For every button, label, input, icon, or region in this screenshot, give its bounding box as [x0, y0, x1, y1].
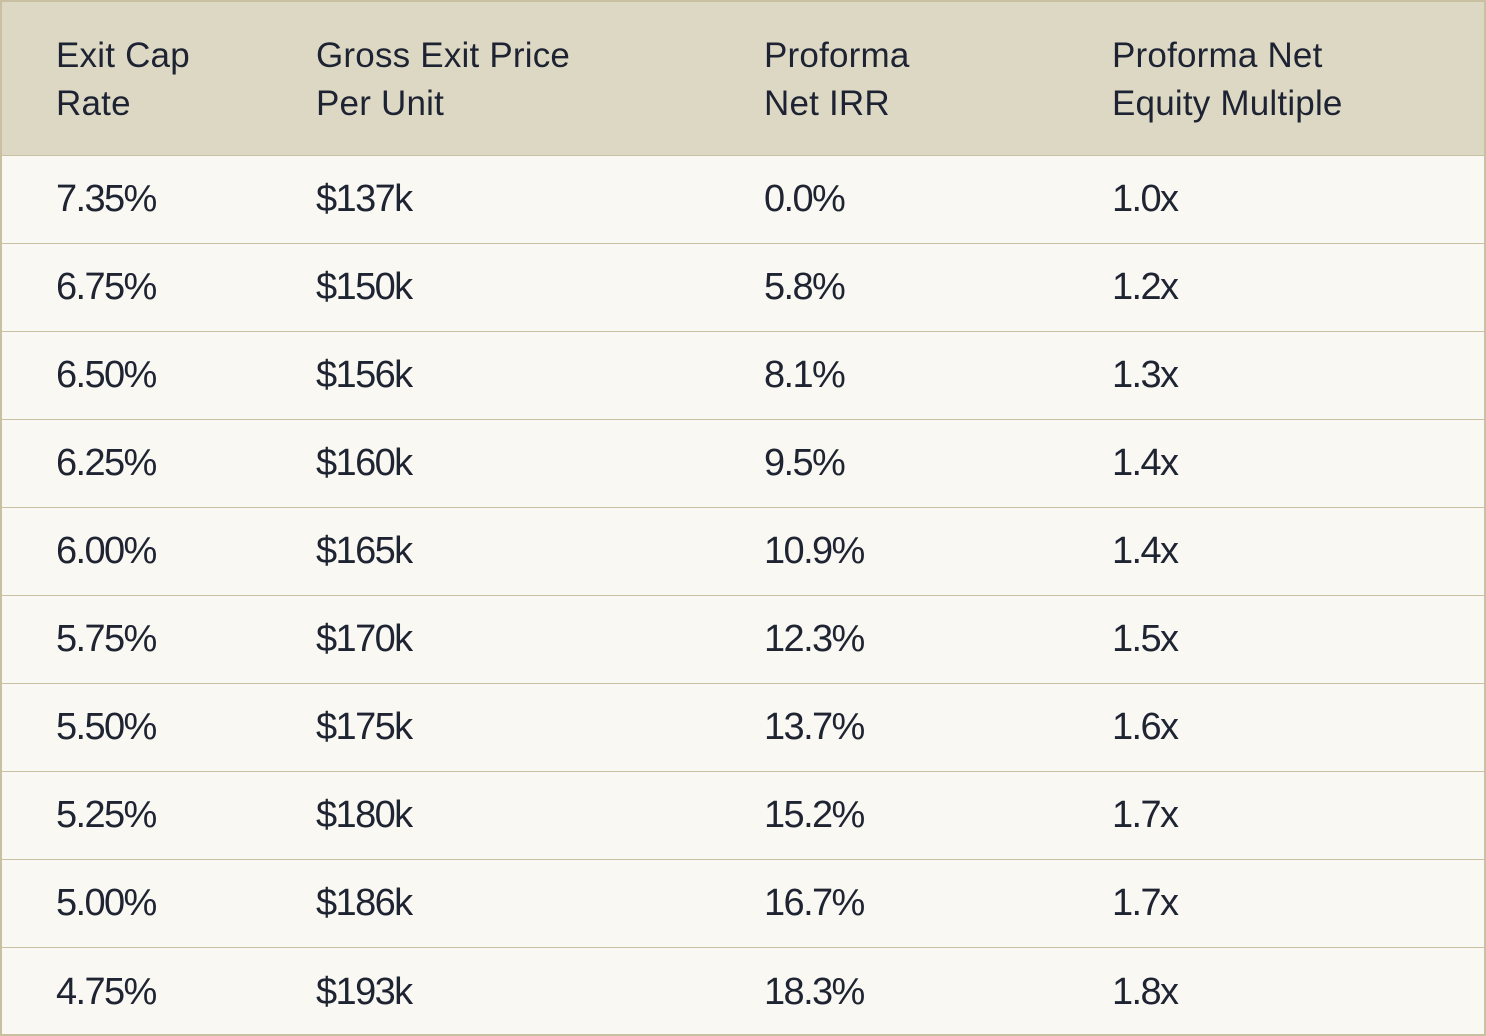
header-line: Gross Exit Price: [316, 36, 571, 75]
header-line: Rate: [56, 84, 131, 123]
cell-equity-multiple: 1.7x: [1112, 882, 1179, 924]
cell-exit-cap-rate: 6.00%: [56, 530, 157, 572]
cell-equity-multiple: 1.5x: [1112, 618, 1179, 660]
header-line: Net IRR: [764, 84, 890, 123]
cell-exit-cap-rate: 5.50%: [56, 706, 157, 748]
cell-net-irr: 9.5%: [764, 442, 846, 484]
cell-net-irr: 16.7%: [764, 882, 865, 924]
cell-equity-multiple: 1.4x: [1112, 442, 1179, 484]
cell-gross-exit-price: $180k: [316, 794, 413, 836]
header-gross-exit-price: Gross Exit Price Per Unit: [316, 2, 764, 155]
cell-net-irr: 5.8%: [764, 266, 846, 308]
header-proforma-net-equity-multiple: Proforma Net Equity Multiple: [1112, 2, 1484, 155]
table-row: 6.50% $156k 8.1% 1.3x: [2, 332, 1484, 420]
table-header-row: Exit Cap Rate Gross Exit Price Per Unit …: [2, 2, 1484, 156]
table-row: 6.25% $160k 9.5% 1.4x: [2, 420, 1484, 508]
cell-exit-cap-rate: 6.25%: [56, 442, 157, 484]
header-line: Equity Multiple: [1112, 84, 1343, 123]
header-line: Exit Cap: [56, 36, 190, 75]
cell-gross-exit-price: $150k: [316, 266, 413, 308]
table-row: 7.35% $137k 0.0% 1.0x: [2, 156, 1484, 244]
cell-net-irr: 18.3%: [764, 970, 865, 1013]
cell-net-irr: 8.1%: [764, 354, 846, 396]
table-row: 5.00% $186k 16.7% 1.7x: [2, 860, 1484, 948]
cell-net-irr: 0.0%: [764, 178, 846, 220]
header-exit-cap-rate: Exit Cap Rate: [2, 2, 316, 155]
cell-net-irr: 10.9%: [764, 530, 865, 572]
header-line: Per Unit: [316, 84, 445, 123]
cell-gross-exit-price: $160k: [316, 442, 413, 484]
table-row: 5.25% $180k 15.2% 1.7x: [2, 772, 1484, 860]
cell-net-irr: 15.2%: [764, 794, 865, 836]
cell-gross-exit-price: $186k: [316, 882, 413, 924]
table-row: 5.50% $175k 13.7% 1.6x: [2, 684, 1484, 772]
cell-gross-exit-price: $170k: [316, 618, 413, 660]
cell-gross-exit-price: $165k: [316, 530, 413, 572]
cell-gross-exit-price: $175k: [316, 706, 413, 748]
cell-equity-multiple: 1.7x: [1112, 794, 1179, 836]
table-row: 6.75% $150k 5.8% 1.2x: [2, 244, 1484, 332]
cell-equity-multiple: 1.8x: [1112, 970, 1179, 1013]
cell-net-irr: 12.3%: [764, 618, 865, 660]
cell-exit-cap-rate: 5.00%: [56, 882, 157, 924]
cell-equity-multiple: 1.2x: [1112, 266, 1179, 308]
cell-net-irr: 13.7%: [764, 706, 865, 748]
cell-exit-cap-rate: 5.75%: [56, 618, 157, 660]
cell-equity-multiple: 1.4x: [1112, 530, 1179, 572]
cell-equity-multiple: 1.3x: [1112, 354, 1179, 396]
table-row: 4.75% $193k 18.3% 1.8x: [2, 948, 1484, 1036]
cell-gross-exit-price: $193k: [316, 970, 413, 1013]
cell-equity-multiple: 1.6x: [1112, 706, 1179, 748]
cell-gross-exit-price: $156k: [316, 354, 413, 396]
table-row: 5.75% $170k 12.3% 1.5x: [2, 596, 1484, 684]
table-body: 7.35% $137k 0.0% 1.0x 6.75% $150k 5.8% 1…: [2, 156, 1484, 1036]
cell-exit-cap-rate: 4.75%: [56, 970, 157, 1013]
cell-exit-cap-rate: 5.25%: [56, 794, 157, 836]
cell-exit-cap-rate: 7.35%: [56, 178, 157, 220]
header-line: Proforma Net: [1112, 36, 1323, 75]
cell-exit-cap-rate: 6.50%: [56, 354, 157, 396]
table-row: 6.00% $165k 10.9% 1.4x: [2, 508, 1484, 596]
header-line: Proforma: [764, 36, 910, 75]
header-proforma-net-irr: Proforma Net IRR: [764, 2, 1112, 155]
cell-exit-cap-rate: 6.75%: [56, 266, 157, 308]
cell-gross-exit-price: $137k: [316, 178, 413, 220]
cell-equity-multiple: 1.0x: [1112, 178, 1179, 220]
